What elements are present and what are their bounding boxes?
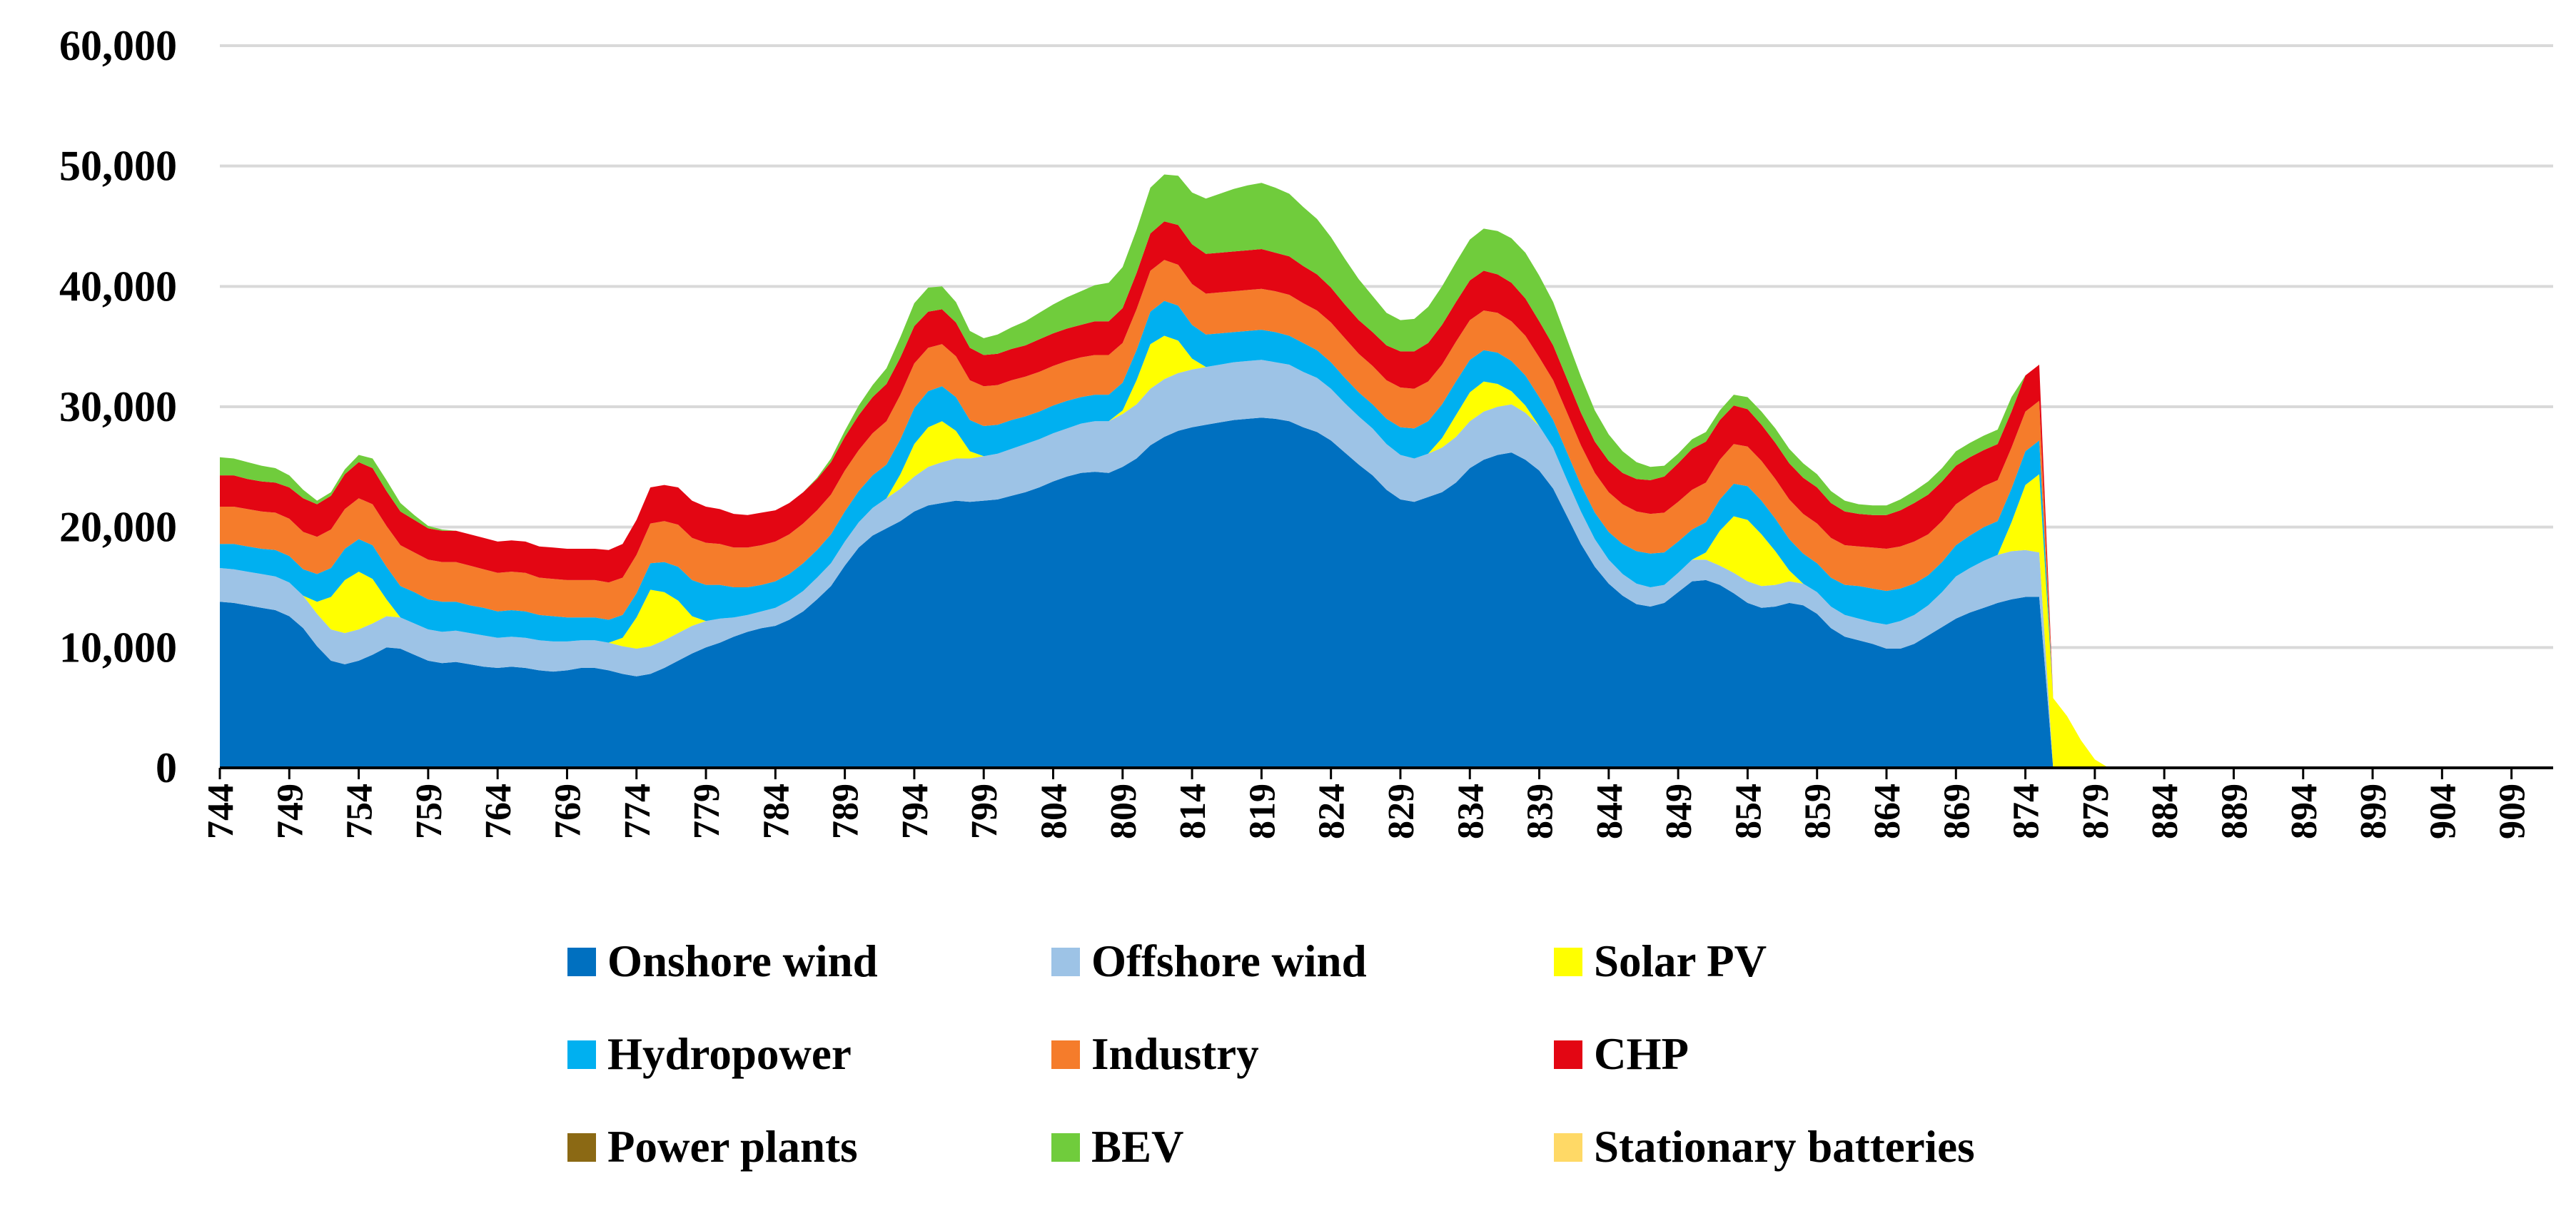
x-tick-label: 844 (1590, 784, 1630, 839)
legend-swatch (567, 948, 596, 976)
x-axis-tick-labels: 744 749 754 759 764 769 774 779 784 789 794 799 804 8… (201, 784, 2533, 839)
legend-swatch (1554, 1133, 1582, 1162)
x-tick-label: 894 (2284, 784, 2325, 839)
x-tick-label: 839 (1520, 784, 1561, 839)
legend: Onshore wind Offshore wind Solar PV Hydropo… (567, 936, 1975, 1172)
y-tick-label: 20,000 (59, 504, 177, 551)
x-tick-label: 829 (1381, 784, 1422, 839)
legend-label: Stationary batteries (1594, 1122, 1975, 1172)
x-tick-label: 819 (1242, 784, 1283, 839)
x-tick-label: 779 (687, 784, 727, 839)
x-tick-label: 804 (1034, 784, 1075, 839)
x-tick-label: 749 (270, 784, 310, 839)
legend-item-stationary-batteries: Stationary batteries (1554, 1122, 1975, 1172)
legend-item-chp: CHP (1554, 1029, 1689, 1079)
y-tick-label: 50,000 (59, 143, 177, 190)
x-tick-label: 864 (1867, 784, 1908, 839)
x-tick-label: 764 (478, 784, 519, 839)
legend-item-power-plants: Power plants (567, 1122, 858, 1172)
x-tick-label: 794 (895, 784, 936, 839)
x-tick-label: 769 (547, 784, 588, 839)
x-tick-label: 809 (1103, 784, 1144, 839)
x-tick-label: 879 (2076, 784, 2116, 839)
x-tick-label: 859 (1798, 784, 1839, 839)
y-tick-label: 40,000 (59, 263, 177, 310)
x-tick-label: 754 (340, 784, 380, 839)
x-tick-label: 789 (826, 784, 867, 839)
legend-item-bev: BEV (1051, 1122, 1184, 1172)
x-tick-label: 904 (2423, 784, 2463, 839)
y-tick-label: 60,000 (59, 22, 177, 69)
x-tick-label: 759 (409, 784, 450, 839)
x-tick-label: 869 (1936, 784, 1977, 839)
x-tick-label: 909 (2492, 784, 2533, 839)
x-tick-label: 799 (964, 784, 1005, 839)
legend-swatch (1051, 1133, 1080, 1162)
y-tick-label: 0 (156, 744, 177, 791)
y-tick-label: 30,000 (59, 383, 177, 430)
legend-label: Solar PV (1594, 936, 1767, 986)
area-onshore-wind (220, 417, 2553, 768)
x-tick-label: 889 (2214, 784, 2255, 839)
legend-item-offshore-wind: Offshore wind (1051, 936, 1367, 986)
x-tick-label: 814 (1173, 784, 1213, 839)
axes (218, 766, 2553, 779)
area-series (220, 174, 2553, 769)
x-tick-label: 774 (617, 784, 658, 839)
x-tick-label: 884 (2145, 784, 2186, 839)
x-tick-label: 834 (1450, 784, 1491, 839)
legend-label: Industry (1091, 1029, 1259, 1079)
legend-swatch (567, 1133, 596, 1162)
legend-swatch (1051, 1040, 1080, 1069)
legend-swatch (1051, 948, 1080, 976)
legend-label: CHP (1594, 1029, 1689, 1079)
legend-label: Onshore wind (607, 936, 878, 986)
y-tick-label: 10,000 (59, 624, 177, 671)
x-tick-label: 899 (2353, 784, 2394, 839)
legend-label: BEV (1091, 1122, 1184, 1172)
legend-label: Hydropower (607, 1029, 852, 1079)
legend-swatch (1554, 1040, 1582, 1069)
legend-item-onshore-wind: Onshore wind (567, 936, 878, 986)
x-tick-label: 849 (1659, 784, 1699, 839)
x-tick-label: 744 (201, 784, 241, 839)
legend-label: Power plants (607, 1122, 858, 1172)
x-tick-label: 784 (756, 784, 797, 839)
x-tick-label: 824 (1312, 784, 1353, 839)
legend-item-solar-pv: Solar PV (1554, 936, 1767, 986)
x-tick-label: 854 (1728, 784, 1769, 839)
legend-item-industry: Industry (1051, 1029, 1259, 1079)
legend-swatch (1554, 948, 1582, 976)
y-axis-tick-labels: 0 10,000 20,000 30,000 40,000 50,000 60,000 (59, 22, 177, 791)
legend-swatch (567, 1040, 596, 1069)
legend-label: Offshore wind (1091, 936, 1367, 986)
legend-item-hydropower: Hydropower (567, 1029, 852, 1079)
x-tick-label: 874 (2006, 784, 2047, 839)
